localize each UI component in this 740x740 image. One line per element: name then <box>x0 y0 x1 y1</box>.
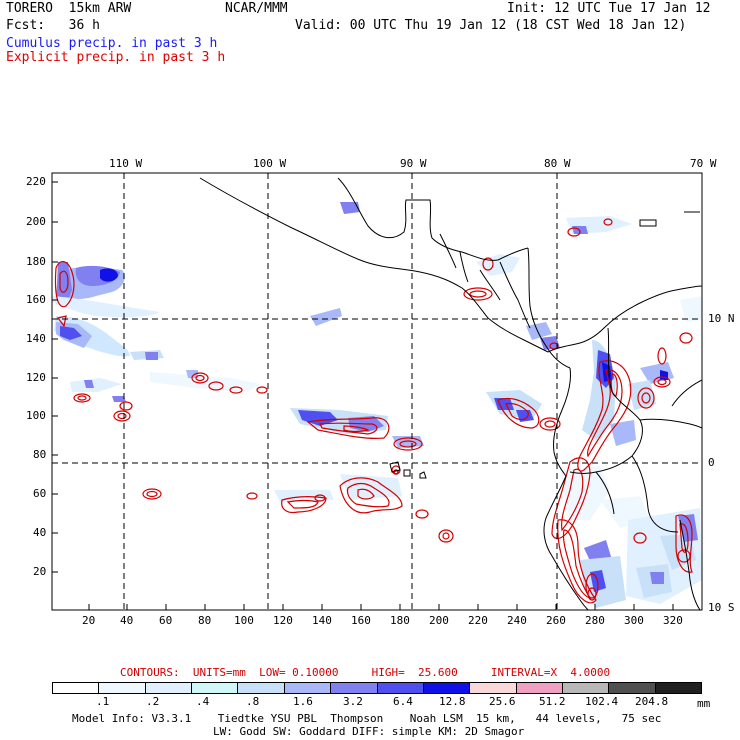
lon-label-70w: 70 W <box>690 157 717 170</box>
x-tick-label: 220 <box>468 614 488 627</box>
x-tick-label: 240 <box>507 614 527 627</box>
x-tick-label: 140 <box>312 614 332 627</box>
x-tick-label: 120 <box>273 614 293 627</box>
colorbar-label: .8 <box>246 695 260 708</box>
colorbar-swatch <box>284 683 332 693</box>
colorbar-label: 3.2 <box>343 695 363 708</box>
x-tick-label: 260 <box>546 614 566 627</box>
x-tick-label: 320 <box>663 614 683 627</box>
field-title-cumulus: Cumulus precip. in past 3 h <box>6 36 218 51</box>
lat-label-0: 0 <box>708 456 715 469</box>
explicit-precip-contours <box>54 218 693 604</box>
colorbar-swatch <box>53 683 100 693</box>
y-tick-label: 220 <box>26 175 46 188</box>
map-frame <box>51 172 703 611</box>
valid-time: Valid: 00 UTC Thu 19 Jan 12 (18 CST Wed … <box>295 18 687 33</box>
colorbar-swatch <box>238 683 285 693</box>
y-tick-label: 200 <box>26 215 46 228</box>
colorbar-swatch <box>99 683 146 693</box>
colorbar-swatch <box>192 683 239 693</box>
colorbar-label: 51.2 <box>539 695 566 708</box>
colorbar-swatch <box>470 683 517 693</box>
colorbar-label: 6.4 <box>393 695 413 708</box>
colorbar-label: 12.8 <box>439 695 466 708</box>
colorbar-swatch <box>562 683 610 693</box>
axis-ticks <box>52 181 674 610</box>
lon-label-80w: 80 W <box>544 157 571 170</box>
colorbar-label: 1.6 <box>293 695 313 708</box>
lon-label-100w: 100 W <box>253 157 287 170</box>
colorbar-label: .1 <box>96 695 110 708</box>
y-tick-label: 80 <box>33 448 47 461</box>
x-tick-label: 60 <box>159 614 173 627</box>
x-tick-label: 40 <box>120 614 134 627</box>
colorbar-swatch <box>377 683 424 693</box>
y-tick-label: 180 <box>26 255 46 268</box>
y-tick-label: 40 <box>33 526 47 539</box>
y-tick-label: 120 <box>26 371 46 384</box>
colorbar-label: 204.8 <box>635 695 669 708</box>
lon-label-90w: 90 W <box>400 157 427 170</box>
forecast-hour: Fcst: 36 h <box>6 18 100 33</box>
colorbar-swatch <box>609 683 656 693</box>
coastlines <box>199 177 702 610</box>
lon-label-110w: 110 W <box>109 157 143 170</box>
x-tick-label: 20 <box>82 614 96 627</box>
colorbar-unit: mm <box>697 697 711 710</box>
x-tick-label: 100 <box>234 614 254 627</box>
x-tick-label: 180 <box>390 614 410 627</box>
contour-info: CONTOURS: UNITS=mm LOW= 0.10000 HIGH= 25… <box>120 666 611 679</box>
y-tick-label: 100 <box>26 409 46 422</box>
lat-label-10s: 10 S <box>708 601 735 614</box>
colorbar-swatch <box>516 683 563 693</box>
model-name: TORERO 15km ARW <box>6 1 132 16</box>
colorbar-label: 25.6 <box>489 695 516 708</box>
physics-info: LW: Godd SW: Goddard DIFF: simple KM: 2D… <box>213 725 525 738</box>
x-tick-label: 80 <box>198 614 212 627</box>
lat-label-10n: 10 N <box>708 312 735 325</box>
colorbar-swatch <box>423 683 471 693</box>
model-info: Model Info: V3.3.1 Tiedtke YSU PBL Thomp… <box>72 712 662 725</box>
lat-lon-grid <box>52 173 702 610</box>
x-tick-label: 160 <box>351 614 371 627</box>
colorbar <box>52 682 702 694</box>
colorbar-swatch <box>331 683 378 693</box>
y-tick-label: 140 <box>26 332 46 345</box>
colorbar-label: .2 <box>146 695 160 708</box>
colorbar-swatch <box>655 683 702 693</box>
x-tick-label: 280 <box>585 614 605 627</box>
x-tick-label: 200 <box>429 614 449 627</box>
colorbar-label: .4 <box>196 695 210 708</box>
y-tick-label: 160 <box>26 293 46 306</box>
x-tick-label: 300 <box>624 614 644 627</box>
colorbar-swatch <box>145 683 193 693</box>
y-tick-label: 60 <box>33 487 47 500</box>
center-name: NCAR/MMM <box>225 1 288 16</box>
field-title-explicit: Explicit precip. in past 3 h <box>6 50 226 65</box>
init-time: Init: 12 UTC Tue 17 Jan 12 <box>507 1 711 16</box>
colorbar-label: 102.4 <box>585 695 619 708</box>
y-tick-label: 20 <box>33 565 47 578</box>
cumulus-precip-shading <box>52 202 702 608</box>
